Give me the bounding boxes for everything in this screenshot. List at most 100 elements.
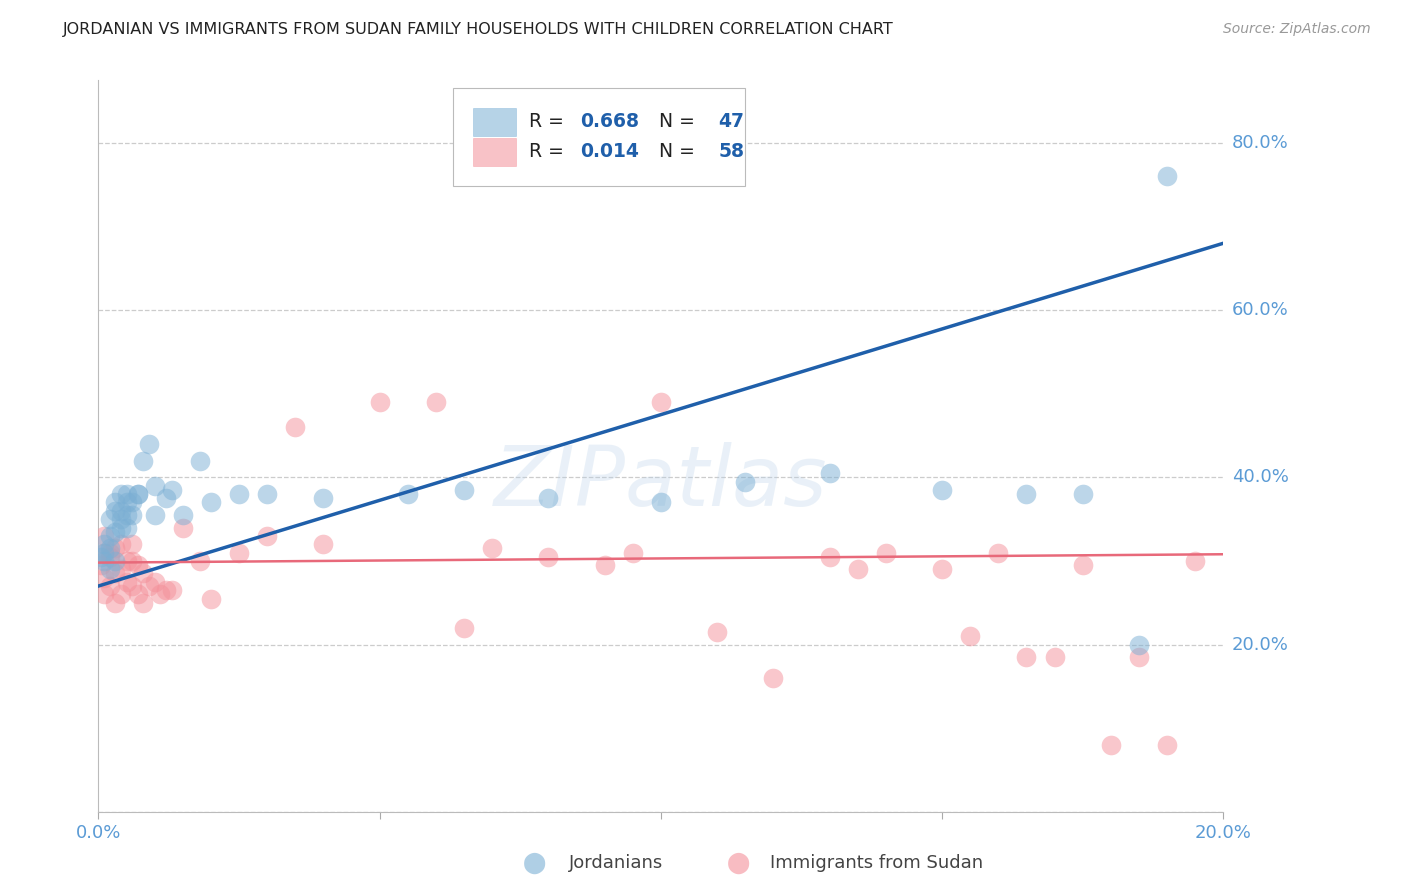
Point (312, 537, 335, 551)
Text: N =: N = (647, 112, 702, 131)
Point (931, 483, 953, 497)
Text: 40.0%: 40.0% (1232, 468, 1288, 486)
Text: R =: R = (529, 143, 569, 161)
Text: 20.0%: 20.0% (1232, 635, 1288, 654)
Text: JORDANIAN VS IMMIGRANTS FROM SUDAN FAMILY HOUSEHOLDS WITH CHILDREN CORRELATION C: JORDANIAN VS IMMIGRANTS FROM SUDAN FAMIL… (63, 22, 894, 37)
Point (110, 537, 132, 551)
Text: 80.0%: 80.0% (1232, 134, 1288, 152)
Point (1071, 558, 1094, 573)
Point (104, 554, 127, 568)
Point (312, 491, 335, 506)
FancyBboxPatch shape (472, 108, 516, 136)
Text: ZIPatlas: ZIPatlas (494, 442, 828, 523)
Point (132, 566, 155, 581)
Point (188, 453, 211, 467)
Point (90, 549, 112, 564)
Point (104, 524, 127, 539)
Text: R =: R = (529, 112, 569, 131)
Point (368, 395, 391, 409)
Point (138, 579, 160, 593)
Text: 58: 58 (718, 143, 744, 161)
Point (98, 545, 121, 559)
Point (537, 491, 560, 506)
Point (453, 621, 475, 635)
Point (160, 483, 183, 497)
Point (172, 508, 194, 522)
Point (115, 487, 138, 501)
Point (256, 529, 278, 543)
Text: 47: 47 (718, 112, 744, 131)
Point (110, 487, 132, 501)
Point (149, 587, 172, 601)
Text: 60.0%: 60.0% (1232, 301, 1288, 319)
Point (93, 587, 115, 601)
Point (121, 554, 143, 568)
Point (98, 541, 121, 556)
Point (846, 562, 869, 576)
Point (143, 508, 166, 522)
Text: Immigrants from Sudan: Immigrants from Sudan (770, 855, 984, 872)
Point (115, 554, 138, 568)
Point (1015, 650, 1038, 665)
Point (138, 437, 160, 451)
Point (155, 491, 177, 506)
Point (931, 562, 953, 576)
Point (1184, 554, 1206, 568)
Text: N =: N = (647, 143, 702, 161)
Point (228, 545, 250, 559)
Point (93, 571, 115, 585)
Point (110, 520, 132, 534)
Point (1071, 487, 1094, 501)
Text: Jordanians: Jordanians (569, 855, 664, 872)
Point (228, 487, 250, 501)
Point (93, 545, 115, 559)
Point (155, 583, 177, 598)
Point (481, 541, 503, 556)
Point (127, 587, 149, 601)
Point (160, 583, 183, 598)
Point (396, 487, 419, 501)
Point (98, 549, 121, 564)
Point (115, 520, 138, 534)
Point (93, 537, 115, 551)
Point (1128, 638, 1150, 652)
Point (453, 483, 475, 497)
Point (172, 520, 194, 534)
Point (104, 495, 127, 509)
Point (650, 495, 672, 509)
Point (110, 562, 132, 576)
Point (818, 549, 841, 564)
Point (650, 395, 672, 409)
Point (256, 487, 278, 501)
Point (143, 574, 166, 589)
Point (98, 579, 121, 593)
Point (875, 545, 897, 559)
Point (127, 487, 149, 501)
Point (104, 541, 127, 556)
Point (127, 558, 149, 573)
Point (1128, 650, 1150, 665)
Point (734, 475, 756, 489)
FancyBboxPatch shape (472, 138, 516, 166)
Point (104, 566, 127, 581)
Point (959, 629, 981, 643)
Point (98, 529, 121, 543)
Point (115, 495, 138, 509)
Point (104, 504, 127, 518)
Point (110, 512, 132, 526)
Text: ⬤: ⬤ (523, 853, 546, 874)
Point (1043, 650, 1066, 665)
Point (132, 453, 155, 467)
Point (121, 537, 143, 551)
Text: 0.668: 0.668 (579, 112, 638, 131)
Point (762, 671, 785, 685)
Point (425, 395, 447, 409)
Point (98, 562, 121, 576)
Point (98, 512, 121, 526)
Point (90, 558, 112, 573)
Point (104, 596, 127, 610)
Point (818, 466, 841, 480)
Point (93, 545, 115, 559)
Point (1156, 738, 1178, 752)
Point (593, 558, 616, 573)
